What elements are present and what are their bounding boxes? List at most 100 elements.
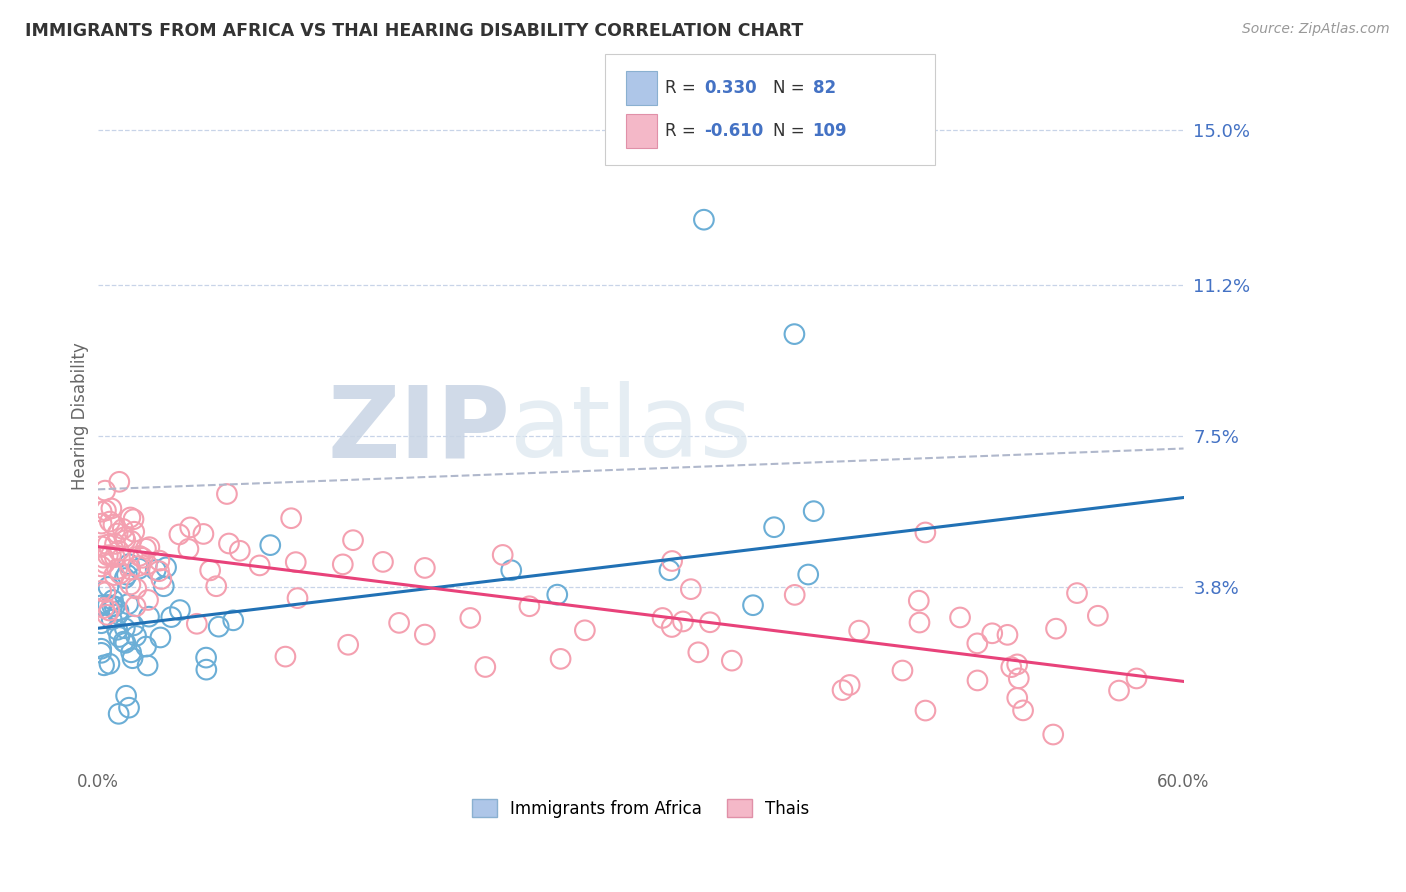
Point: [519, 599, 541, 614]
Point: [117, 597, 139, 611]
Point: [1000, 660, 1022, 674]
Point: [98, 657, 121, 671]
Point: [114, 571, 136, 585]
Point: [679, 582, 702, 596]
Point: [108, 630, 131, 644]
Point: [120, 562, 142, 576]
Point: [112, 530, 135, 544]
Text: R =: R =: [665, 122, 702, 140]
Point: [114, 636, 136, 650]
Point: [838, 678, 860, 692]
Point: [90, 646, 112, 660]
Point: [125, 629, 148, 643]
Point: [120, 533, 142, 548]
Point: [195, 663, 218, 677]
Point: [259, 538, 281, 552]
Point: [229, 543, 252, 558]
Text: 0.330: 0.330: [704, 79, 756, 97]
Point: [574, 624, 596, 638]
Point: [114, 533, 136, 548]
Point: [114, 621, 136, 635]
Point: [186, 616, 208, 631]
Text: atlas: atlas: [510, 381, 752, 478]
Point: [1108, 683, 1130, 698]
Point: [118, 557, 141, 571]
Point: [128, 562, 150, 576]
Point: [908, 615, 931, 630]
Point: [742, 598, 765, 612]
Text: IMMIGRANTS FROM AFRICA VS THAI HEARING DISABILITY CORRELATION CHART: IMMIGRANTS FROM AFRICA VS THAI HEARING D…: [25, 22, 804, 40]
Point: [891, 664, 914, 678]
Text: Source: ZipAtlas.com: Source: ZipAtlas.com: [1241, 22, 1389, 37]
Point: [413, 627, 436, 641]
Point: [127, 559, 149, 574]
Point: [458, 611, 481, 625]
Point: [101, 599, 124, 613]
Point: [122, 512, 145, 526]
Point: [208, 620, 231, 634]
Point: [981, 626, 1004, 640]
Point: [658, 563, 681, 577]
Point: [107, 607, 129, 622]
Point: [115, 567, 138, 582]
Point: [150, 572, 173, 586]
Point: [1066, 586, 1088, 600]
Point: [160, 610, 183, 624]
Point: [287, 591, 309, 606]
Point: [332, 558, 354, 572]
Point: [90, 641, 112, 656]
Point: [120, 645, 142, 659]
Point: [108, 566, 131, 581]
Point: [193, 527, 215, 541]
Point: [90, 599, 112, 613]
Point: [105, 562, 128, 576]
Point: [1087, 608, 1109, 623]
Point: [693, 212, 716, 227]
Point: [136, 593, 159, 607]
Point: [103, 517, 125, 532]
Point: [672, 615, 695, 629]
Point: [124, 599, 146, 614]
Point: [138, 540, 160, 554]
Point: [90, 505, 112, 519]
Point: [91, 550, 114, 565]
Point: [763, 520, 786, 534]
Point: [153, 579, 176, 593]
Y-axis label: Hearing Disability: Hearing Disability: [72, 342, 89, 490]
Point: [413, 561, 436, 575]
Point: [104, 599, 127, 614]
Point: [90, 583, 112, 598]
Point: [107, 706, 129, 721]
Point: [135, 640, 157, 654]
Point: [104, 550, 127, 565]
Point: [651, 611, 673, 625]
Point: [198, 563, 221, 577]
Point: [1042, 727, 1064, 741]
Point: [205, 579, 228, 593]
Text: 82: 82: [813, 79, 835, 97]
Point: [128, 549, 150, 563]
Point: [107, 604, 129, 618]
Point: [914, 525, 936, 540]
Point: [661, 620, 683, 634]
Point: [949, 610, 972, 624]
Point: [501, 563, 523, 577]
Text: N =: N =: [773, 122, 810, 140]
Point: [546, 588, 568, 602]
Point: [149, 631, 172, 645]
Point: [474, 660, 496, 674]
Point: [388, 615, 411, 630]
Point: [108, 475, 131, 489]
Point: [97, 580, 120, 594]
Point: [997, 628, 1019, 642]
Point: [118, 700, 141, 714]
Point: [121, 651, 143, 665]
Point: [120, 510, 142, 524]
Point: [103, 568, 125, 582]
Point: [1005, 657, 1028, 672]
Point: [107, 526, 129, 541]
Point: [108, 544, 131, 558]
Point: [100, 613, 122, 627]
Point: [848, 624, 870, 638]
Point: [914, 704, 936, 718]
